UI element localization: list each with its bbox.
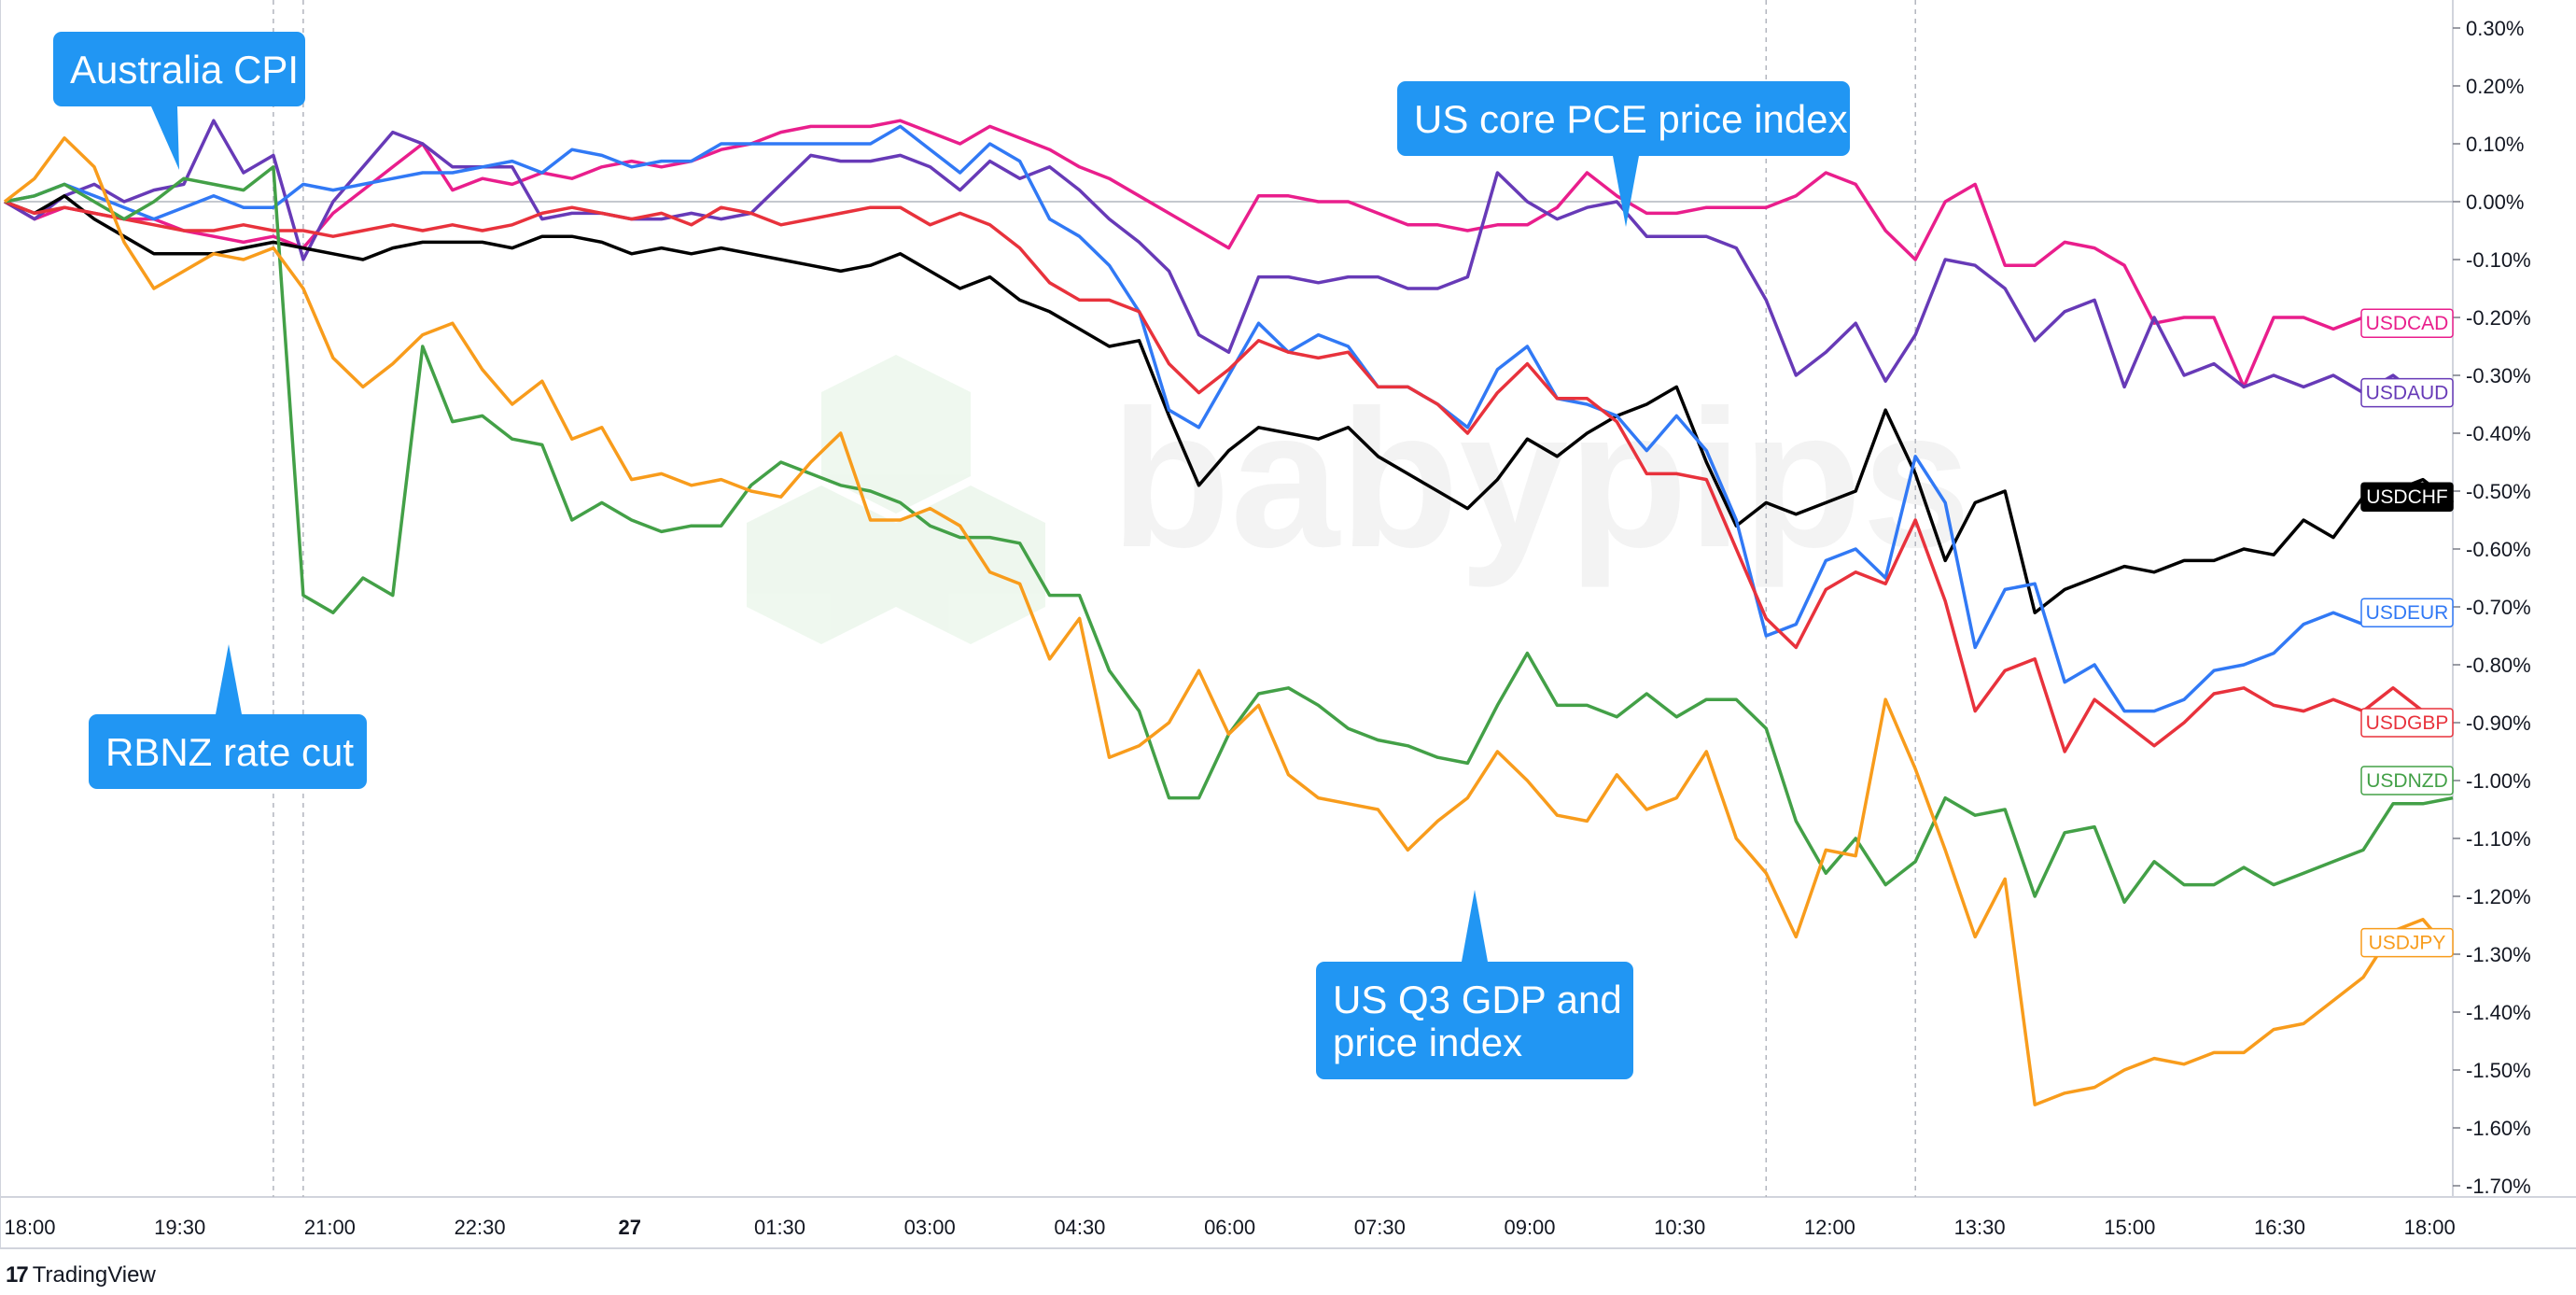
annotation-text: US core PCE price index (1414, 97, 1848, 141)
x-tick-label: 12:00 (1804, 1216, 1855, 1239)
end-tag-usdchf (2360, 482, 2454, 512)
tradingview-branding[interactable]: 17 TradingView (6, 1262, 156, 1288)
x-tick-label: 19:30 (154, 1216, 205, 1239)
y-tick-label: 0.20% (2466, 75, 2524, 98)
end-tag-label-usdchf: USDCHF (2366, 486, 2448, 508)
annotation-text: price index (1333, 1021, 1522, 1064)
tradingview-name: TradingView (32, 1262, 156, 1288)
annotation-box (89, 714, 367, 789)
annotation-pointer (1613, 156, 1639, 227)
y-tick-label: -0.70% (2466, 596, 2531, 619)
annotation-layer: Australia CPI RBNZ rate cut US Q3 GDP andp… (53, 32, 1850, 1079)
x-tick-label: 10:30 (1654, 1216, 1705, 1239)
annotation-pointer (1462, 890, 1488, 962)
end-tag-label-usdjpy: USDJPY (2369, 933, 2446, 954)
annotation-pointer (151, 106, 179, 170)
y-tick-label: -0.40% (2466, 422, 2531, 445)
y-tick-label: 0.00% (2466, 190, 2524, 214)
series-layer (3, 119, 2455, 1106)
y-tick-label: -1.00% (2466, 769, 2531, 793)
end-tag-usdcad (2360, 308, 2454, 338)
end-tag-label-usdaud: USDAUD (2366, 383, 2449, 404)
x-tick-label: 21:00 (304, 1216, 356, 1239)
x-tick-label: 07:30 (1354, 1216, 1406, 1239)
x-tick-label: 22:30 (455, 1216, 506, 1239)
watermark-hex-2 (747, 486, 896, 644)
series-line-usdchf (4, 194, 2455, 614)
y-tick-label: -0.20% (2466, 306, 2531, 330)
x-tick-label: 18:00 (4, 1216, 55, 1239)
end-tag-layer: USDCAD USDAUD USDCHF USDEUR USDGBP USDNZD USDJ… (2360, 308, 2454, 958)
series-line-usdgbp (4, 200, 2454, 753)
watermark-hex-3 (896, 486, 1045, 644)
x-tick-label: 15:00 (2104, 1216, 2155, 1239)
annotation-box (1397, 81, 1850, 156)
annotation-text: Australia CPI (70, 48, 299, 91)
series-line-usdaud (4, 119, 2454, 401)
end-tag-label-usdcad: USDCAD (2366, 313, 2449, 334)
end-tag-label-usdeur: USDEUR (2366, 602, 2449, 624)
grid-layer (0, 0, 2576, 1249)
y-tick-label: 0.30% (2466, 17, 2524, 40)
y-tick-label: 0.10% (2466, 133, 2524, 156)
x-tick-label: 27 (619, 1216, 641, 1239)
y-tick-label: -0.60% (2466, 538, 2531, 561)
y-tick-label: -0.80% (2466, 654, 2531, 677)
end-tag-usdaud (2360, 377, 2454, 408)
annotation-us-core-pce-price-index: US core PCE price index (1397, 81, 1850, 227)
y-tick-label: -1.40% (2466, 1001, 2531, 1024)
y-tick-label: -1.70% (2466, 1175, 2531, 1198)
y-tick-label: -1.60% (2466, 1117, 2531, 1140)
watermark-hex-1 (821, 355, 971, 514)
series-line-usdcad (4, 119, 2454, 389)
annotation-text: US Q3 GDP and (1333, 978, 1622, 1021)
y-tick-label: -1.50% (2466, 1059, 2531, 1082)
x-tick-label: 03:00 (904, 1216, 956, 1239)
y-tick-label: -0.90% (2466, 711, 2531, 735)
axis-layer: 0.30% 0.20% 0.10% 0.00% -0.10% -0.20% -0.30% -0… (4, 17, 2530, 1239)
x-tick-label: 16:30 (2254, 1216, 2305, 1239)
end-tag-usdgbp (2360, 708, 2454, 738)
y-tick-label: -1.10% (2466, 827, 2531, 851)
end-tag-usdjpy (2360, 927, 2454, 958)
watermark-text: babypips (1111, 369, 1971, 588)
end-tag-label-usdnzd: USDNZD (2366, 770, 2448, 792)
y-tick-label: -1.30% (2466, 943, 2531, 966)
y-tick-label: -0.10% (2466, 248, 2531, 272)
y-tick-label: -1.20% (2466, 885, 2531, 908)
annotation-text: RBNZ rate cut (105, 730, 354, 774)
x-tick-label: 04:30 (1054, 1216, 1105, 1239)
series-line-usdeur (4, 124, 2454, 713)
annotation-australia-cpi: Australia CPI (53, 32, 305, 170)
annotation-box (1316, 962, 1633, 1079)
end-tag-usdeur (2360, 598, 2454, 627)
y-tick-label: -0.30% (2466, 364, 2531, 387)
tradingview-logo-icon: 17 (6, 1262, 29, 1288)
y-tick-label: -0.50% (2466, 480, 2531, 503)
series-line-usdjpy (3, 136, 2455, 1106)
x-tick-label: 09:00 (1504, 1216, 1555, 1239)
annotation-box (53, 32, 305, 106)
annotation-pointer (216, 644, 242, 714)
x-tick-label: 18:00 (2404, 1216, 2456, 1239)
x-tick-label: 13:30 (1954, 1216, 2006, 1239)
x-tick-label: 01:30 (754, 1216, 805, 1239)
end-tag-label-usdgbp: USDGBP (2366, 712, 2449, 734)
watermark: babypips (747, 355, 1971, 644)
end-tag-usdnzd (2360, 766, 2454, 795)
x-tick-label: 06:00 (1204, 1216, 1255, 1239)
annotation-rbnz-rate-cut: RBNZ rate cut (89, 644, 367, 789)
